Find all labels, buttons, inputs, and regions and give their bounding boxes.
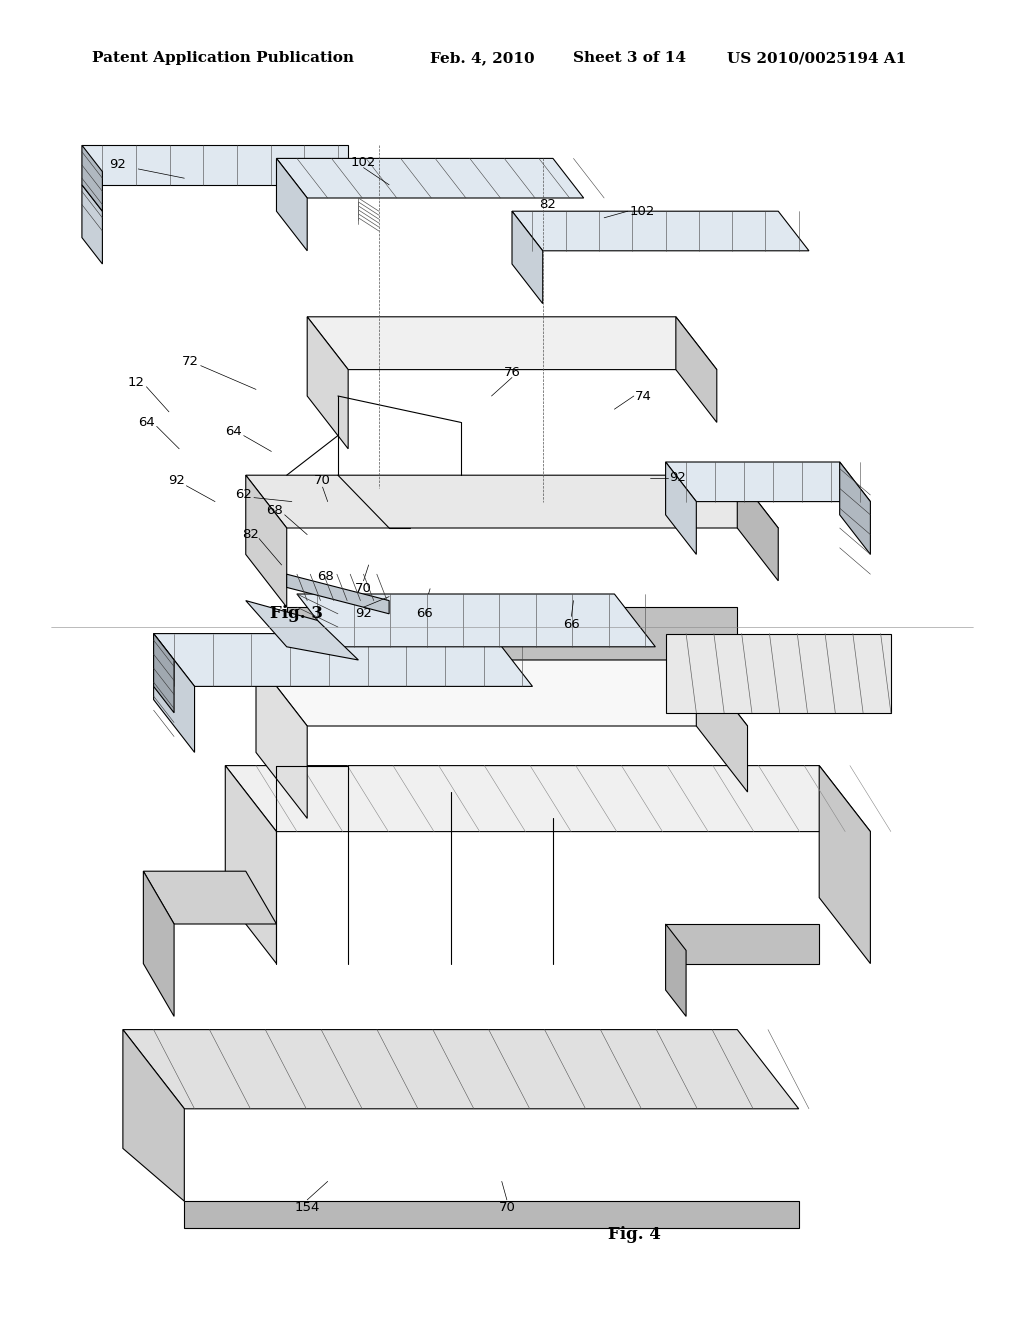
Text: 12: 12	[128, 376, 144, 389]
Polygon shape	[256, 660, 307, 818]
Polygon shape	[840, 462, 870, 554]
Polygon shape	[512, 211, 543, 304]
Text: Fig. 3: Fig. 3	[270, 606, 324, 622]
Polygon shape	[276, 158, 307, 251]
Text: 92: 92	[110, 158, 126, 172]
Text: 64: 64	[225, 425, 242, 438]
Text: 102: 102	[351, 156, 376, 169]
Polygon shape	[184, 1201, 799, 1228]
Text: 64: 64	[138, 416, 155, 429]
Polygon shape	[737, 475, 778, 581]
Text: 68: 68	[266, 504, 283, 517]
Polygon shape	[123, 1030, 799, 1109]
Text: Feb. 4, 2010: Feb. 4, 2010	[430, 51, 535, 65]
Text: 66: 66	[563, 618, 580, 631]
Text: 92: 92	[355, 607, 372, 620]
Polygon shape	[154, 634, 195, 752]
Text: 68: 68	[317, 570, 334, 583]
Text: 92: 92	[670, 471, 686, 484]
Polygon shape	[276, 158, 584, 198]
Text: 154: 154	[295, 1201, 319, 1214]
Polygon shape	[819, 766, 870, 964]
Polygon shape	[154, 634, 532, 686]
Polygon shape	[666, 634, 891, 713]
Polygon shape	[287, 574, 389, 614]
Polygon shape	[82, 145, 348, 185]
Polygon shape	[82, 185, 102, 264]
Text: 92: 92	[168, 474, 184, 487]
Polygon shape	[143, 871, 276, 924]
Text: Patent Application Publication: Patent Application Publication	[92, 51, 354, 65]
Text: 66: 66	[417, 607, 433, 620]
Polygon shape	[666, 462, 696, 554]
Text: US 2010/0025194 A1: US 2010/0025194 A1	[727, 51, 906, 65]
Text: 82: 82	[243, 528, 259, 541]
Polygon shape	[246, 601, 358, 660]
Polygon shape	[287, 607, 737, 660]
Text: 102: 102	[630, 205, 655, 218]
Polygon shape	[307, 317, 348, 449]
Text: 82: 82	[540, 198, 556, 211]
Polygon shape	[297, 594, 655, 647]
Polygon shape	[676, 317, 717, 422]
Polygon shape	[246, 475, 287, 607]
Polygon shape	[154, 634, 174, 713]
Text: 62: 62	[236, 488, 252, 502]
Text: Sheet 3 of 14: Sheet 3 of 14	[573, 51, 686, 65]
Polygon shape	[666, 462, 870, 502]
Text: Fig. 4: Fig. 4	[608, 1226, 662, 1242]
Polygon shape	[696, 660, 748, 792]
Text: 70: 70	[355, 582, 372, 595]
Polygon shape	[123, 1030, 184, 1201]
Text: 70: 70	[499, 1201, 515, 1214]
Polygon shape	[82, 145, 102, 211]
Polygon shape	[246, 475, 778, 528]
Text: 74: 74	[635, 389, 651, 403]
Text: 76: 76	[504, 366, 520, 379]
Polygon shape	[666, 924, 819, 964]
Text: 72: 72	[182, 355, 199, 368]
Polygon shape	[512, 211, 809, 251]
Polygon shape	[225, 766, 276, 964]
Polygon shape	[256, 660, 748, 726]
Polygon shape	[225, 766, 870, 832]
Polygon shape	[307, 317, 717, 370]
Text: 70: 70	[314, 474, 331, 487]
Polygon shape	[143, 871, 174, 1016]
Polygon shape	[666, 924, 686, 1016]
